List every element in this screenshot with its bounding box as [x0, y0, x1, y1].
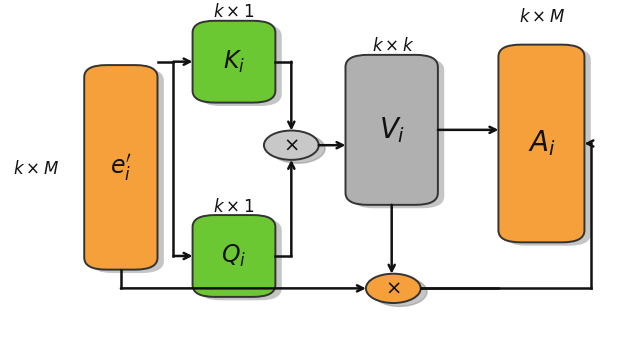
Text: $e_i'$: $e_i'$: [110, 152, 132, 183]
Text: $k \times M$: $k \times M$: [519, 8, 564, 26]
Circle shape: [366, 274, 420, 303]
Text: $k \times k$: $k \times k$: [372, 37, 413, 55]
Text: $k \times 1$: $k \times 1$: [213, 198, 255, 216]
FancyBboxPatch shape: [91, 69, 164, 273]
FancyBboxPatch shape: [199, 24, 282, 106]
Text: $Q_i$: $Q_i$: [221, 243, 246, 269]
Text: $A_i$: $A_i$: [527, 129, 556, 158]
Text: $k \times 1$: $k \times 1$: [213, 3, 255, 21]
Circle shape: [264, 130, 319, 160]
Text: $K_i$: $K_i$: [223, 48, 245, 75]
FancyBboxPatch shape: [499, 45, 584, 242]
Text: $V_i$: $V_i$: [378, 115, 405, 145]
FancyBboxPatch shape: [505, 48, 591, 246]
Circle shape: [372, 277, 427, 307]
FancyBboxPatch shape: [346, 55, 438, 205]
FancyBboxPatch shape: [193, 21, 275, 102]
Text: $k \times M$: $k \times M$: [13, 160, 60, 178]
FancyBboxPatch shape: [84, 65, 157, 270]
FancyBboxPatch shape: [199, 218, 282, 300]
FancyBboxPatch shape: [352, 58, 444, 208]
FancyBboxPatch shape: [193, 215, 275, 297]
Text: $\times$: $\times$: [385, 279, 401, 297]
Circle shape: [270, 134, 325, 163]
Text: $\times$: $\times$: [284, 136, 299, 154]
